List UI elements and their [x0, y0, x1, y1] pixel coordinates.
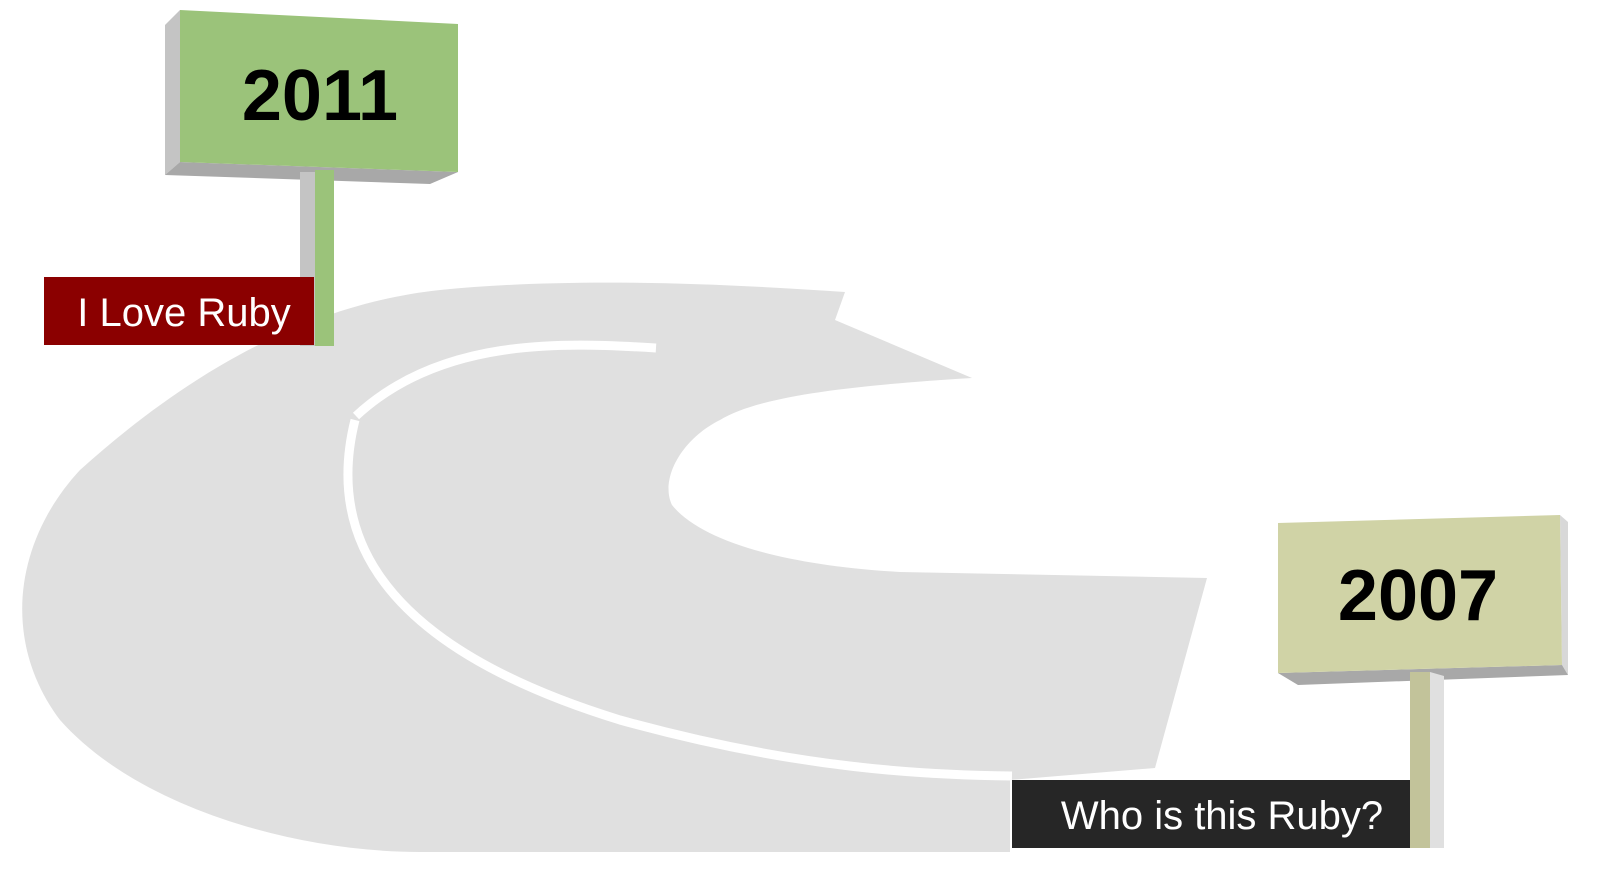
sign-label: Who is this Ruby?: [1061, 794, 1383, 838]
sign-year: 2007: [1338, 556, 1498, 636]
sign-post-side: [1430, 672, 1444, 848]
sign-2011: 2011 I Love Ruby: [44, 10, 458, 346]
sign-post: [1410, 672, 1430, 848]
sign-side: [165, 10, 180, 175]
sign-label: I Love Ruby: [77, 291, 290, 335]
sign-year: 2011: [242, 56, 398, 136]
sign-post: [315, 170, 334, 346]
road-body: [22, 283, 1207, 852]
roadmap-slide: 2011 I Love Ruby 2007 Who is this Ruby?: [0, 0, 1606, 874]
